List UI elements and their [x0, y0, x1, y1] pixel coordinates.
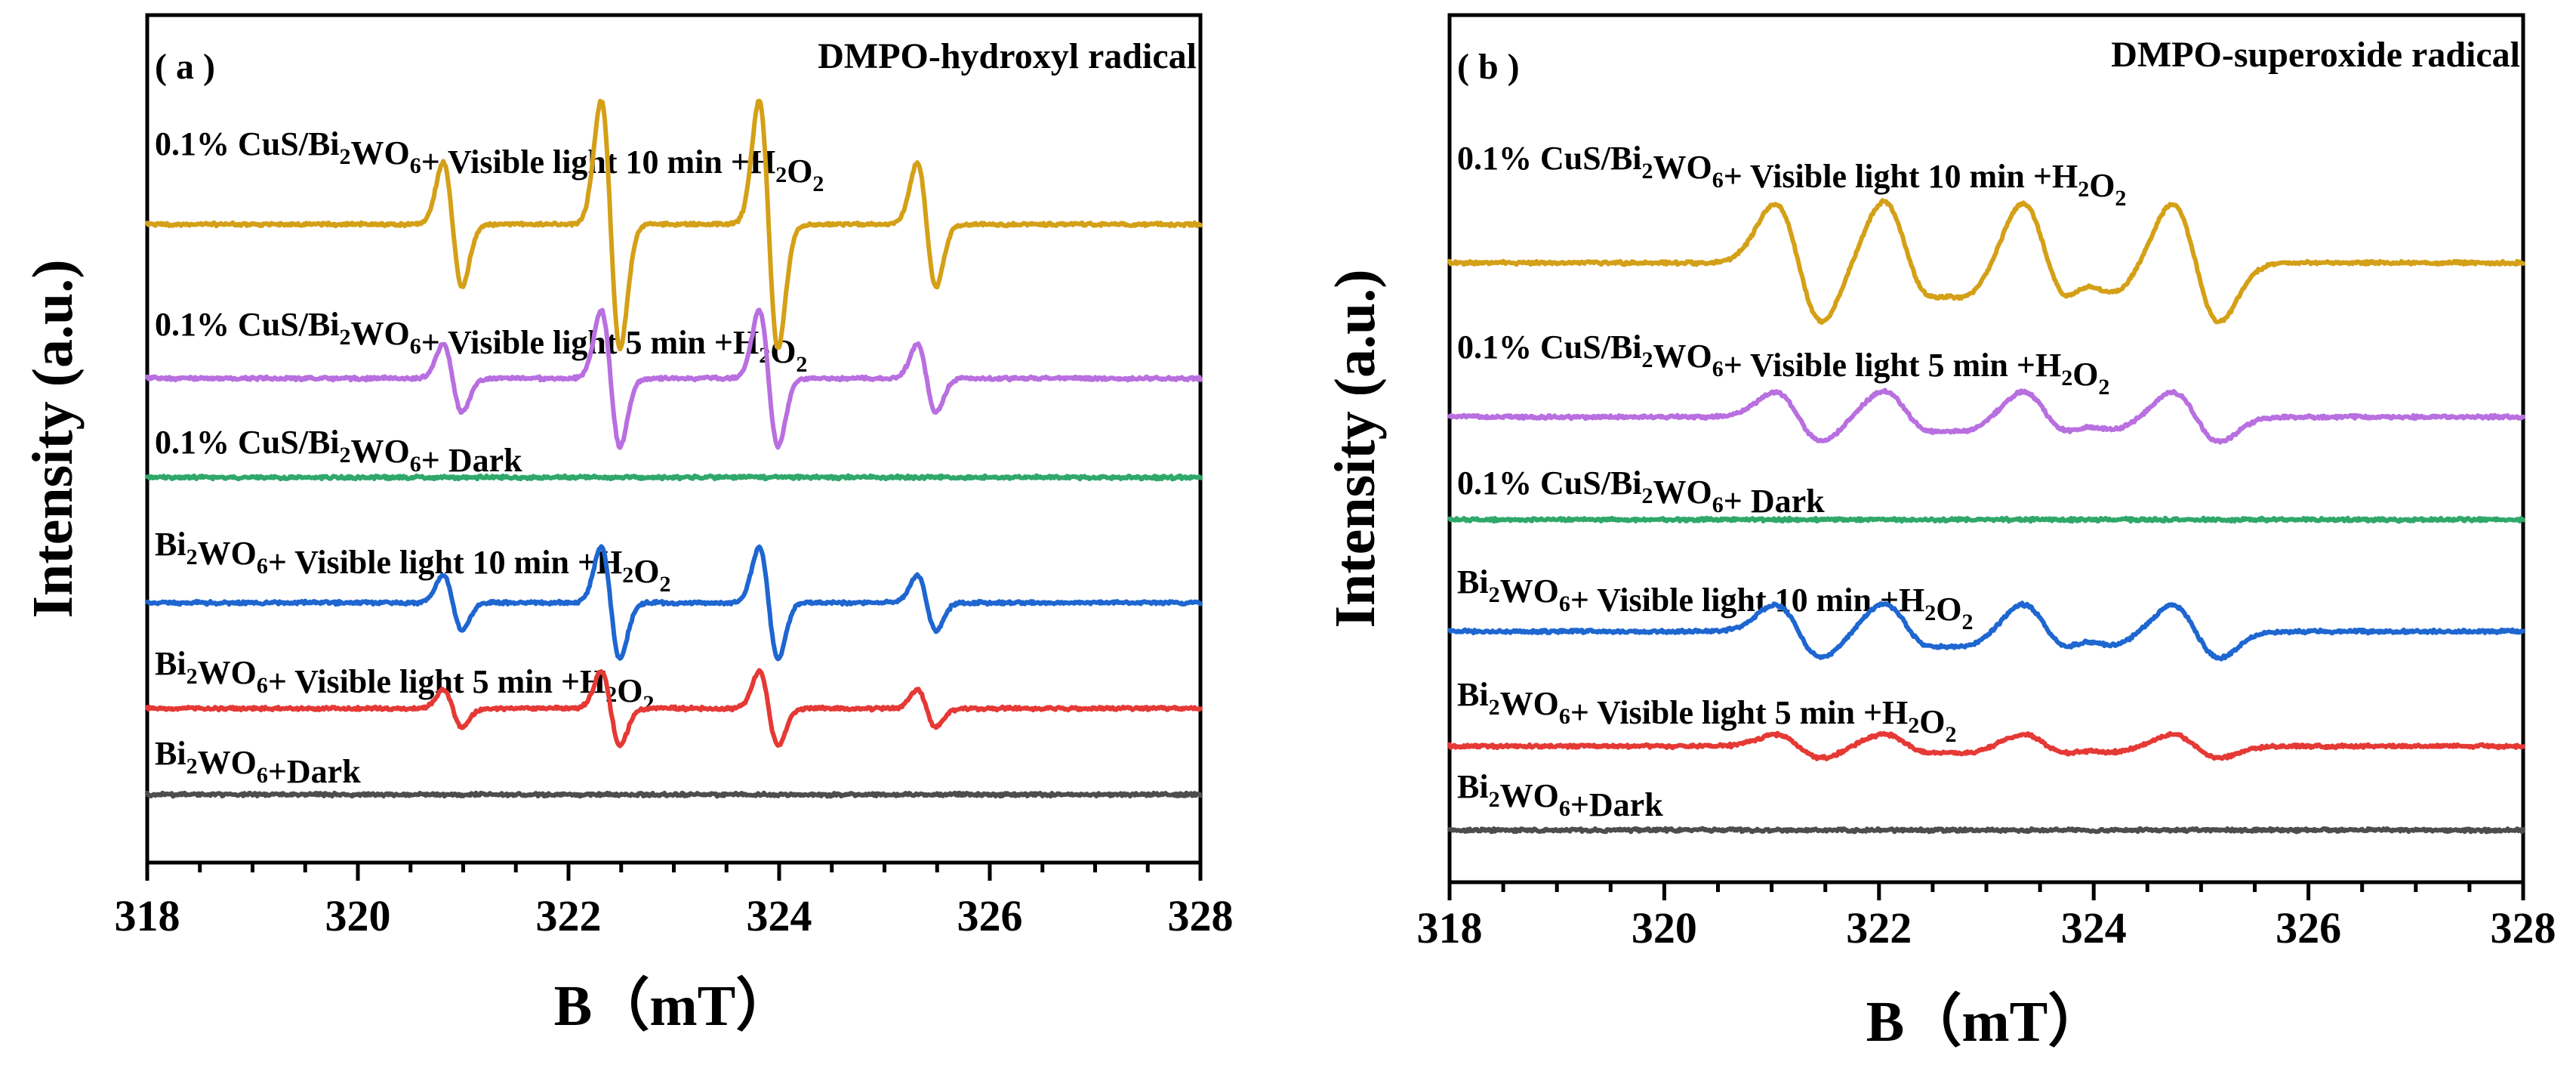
- x-tick-label: 322: [1846, 903, 1912, 952]
- panel-a-xlabel: B（mT）: [554, 974, 793, 1038]
- series-line: [145, 790, 1203, 799]
- panel-a-title: DMPO-hydroxyl radical: [818, 36, 1197, 76]
- series-line: [145, 544, 1203, 662]
- x-tick-label: 324: [2061, 903, 2127, 952]
- x-tick-label: 318: [115, 891, 180, 940]
- series-label: Bi2WO6+ Visible light 10 min +H2O2: [1457, 563, 1973, 634]
- series-line: [145, 473, 1203, 482]
- panel-b-ylabel: Intensity (a.u.): [1323, 269, 1387, 628]
- panel-a-series-labels: 0.1% CuS/Bi2WO6+ Visible light 10 min +H…: [155, 125, 824, 790]
- panel-b-xlabel: B（mT）: [1866, 990, 2106, 1054]
- x-tick-label: 322: [536, 891, 602, 940]
- series-line: [1447, 515, 2525, 524]
- panel-b-title: DMPO-superoxide radical: [2111, 35, 2520, 75]
- series-line: [1447, 387, 2525, 445]
- panel-b-series-labels: 0.1% CuS/Bi2WO6+ Visible light 10 min +H…: [1457, 140, 2126, 823]
- x-tick-label: 328: [2491, 903, 2556, 952]
- x-tick-label: 328: [1168, 891, 1234, 940]
- series-label: Bi2WO6+ Visible light 5 min +H2O2: [1457, 676, 1956, 747]
- x-tick-label: 324: [747, 891, 812, 940]
- series-line: [1447, 600, 2525, 662]
- x-tick-label: 326: [2276, 903, 2341, 952]
- series-label: Bi2WO6+Dark: [1457, 768, 1663, 823]
- series-label: 0.1% CuS/Bi2WO6+ Visible light 5 min +H2…: [1457, 329, 2109, 400]
- series-line: [145, 307, 1203, 450]
- series-line: [1447, 730, 2525, 761]
- panel-a-hydroxyl-radical: ( a ) DMPO-hydroxyl radical Intensity (a…: [21, 13, 1234, 1038]
- x-tick-label: 326: [957, 891, 1023, 940]
- panel-a-ticks: [145, 863, 1203, 881]
- series-line: [145, 668, 1203, 749]
- series-label: 0.1% CuS/Bi2WO6+ Dark: [155, 424, 522, 479]
- series-label: 0.1% CuS/Bi2WO6+ Visible light 10 min +H…: [155, 125, 824, 196]
- x-tick-label: 320: [325, 891, 391, 940]
- series-label: Bi2WO6+Dark: [155, 735, 361, 790]
- series-line: [1447, 826, 2525, 835]
- panel-b-label: ( b ): [1457, 47, 1520, 87]
- series-label: 0.1% CuS/Bi2WO6+ Visible light 5 min +H2…: [155, 306, 807, 377]
- panel-a-ylabel: Intensity (a.u.): [21, 259, 85, 618]
- series-label: 0.1% CuS/Bi2WO6+ Visible light 10 min +H…: [1457, 140, 2126, 211]
- panel-a-traces: [145, 98, 1203, 799]
- series-label: Bi2WO6+ Visible light 5 min +H2O2: [155, 645, 654, 716]
- panel-b-ticks: [1447, 882, 2525, 900]
- panel-b-tick-labels: 318 320 322 324 326 328: [1417, 903, 2556, 952]
- x-tick-label: 318: [1417, 903, 1483, 952]
- panel-a-tick-labels: 318 320 322 324 326 328: [115, 891, 1234, 940]
- panel-b-superoxide-radical: ( b ) DMPO-superoxide radical Intensity …: [1323, 13, 2556, 1054]
- panel-b-traces: [1447, 198, 2525, 835]
- panel-a-label: ( a ): [155, 47, 215, 87]
- x-tick-label: 320: [1632, 903, 1697, 952]
- series-label: 0.1% CuS/Bi2WO6+ Dark: [1457, 465, 1825, 520]
- series-line: [145, 98, 1203, 352]
- series-line: [1447, 198, 2525, 326]
